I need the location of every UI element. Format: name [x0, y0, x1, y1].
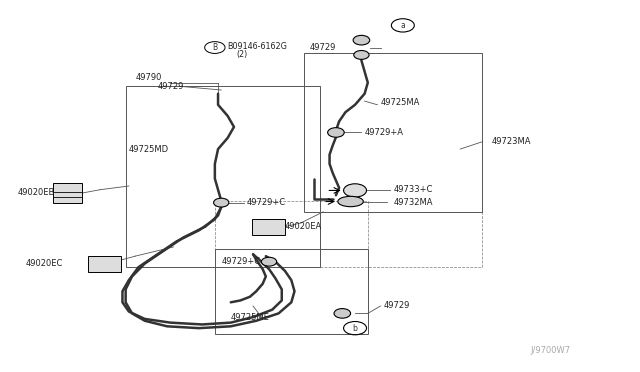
Text: 49729+A: 49729+A — [365, 128, 404, 137]
FancyBboxPatch shape — [88, 256, 121, 272]
Text: 49729+C: 49729+C — [221, 257, 260, 266]
Text: 49020EB: 49020EB — [17, 188, 54, 197]
Text: a: a — [401, 21, 405, 30]
Text: J/9700W7: J/9700W7 — [531, 346, 570, 355]
Circle shape — [334, 309, 351, 318]
Bar — [125, 86, 320, 267]
Text: 49729: 49729 — [384, 301, 410, 311]
Text: 49790: 49790 — [135, 73, 161, 81]
Ellipse shape — [338, 196, 364, 207]
FancyBboxPatch shape — [53, 183, 83, 203]
Circle shape — [214, 198, 229, 207]
Bar — [215, 249, 368, 334]
Text: 49733+C: 49733+C — [394, 185, 433, 194]
Text: 49729: 49729 — [309, 43, 335, 52]
FancyBboxPatch shape — [252, 219, 285, 235]
Text: b: b — [353, 324, 358, 333]
Circle shape — [261, 257, 276, 266]
Text: 49723MA: 49723MA — [492, 137, 532, 146]
Text: B09146-6162G: B09146-6162G — [228, 42, 287, 51]
Text: B: B — [212, 43, 218, 52]
Circle shape — [353, 35, 370, 45]
Text: 49020EC: 49020EC — [26, 259, 63, 269]
Text: 49729: 49729 — [157, 82, 184, 91]
Text: (2): (2) — [236, 51, 247, 60]
Text: 49729+C: 49729+C — [246, 198, 286, 207]
Text: 49725MD: 49725MD — [129, 145, 169, 154]
Circle shape — [328, 128, 344, 137]
Circle shape — [344, 184, 367, 197]
Text: 49020EA: 49020EA — [285, 222, 322, 231]
Text: 49732MA: 49732MA — [394, 198, 433, 207]
Circle shape — [354, 51, 369, 60]
Text: 49725ME: 49725ME — [231, 312, 269, 321]
Text: 49725MA: 49725MA — [381, 99, 420, 108]
Bar — [304, 53, 483, 212]
